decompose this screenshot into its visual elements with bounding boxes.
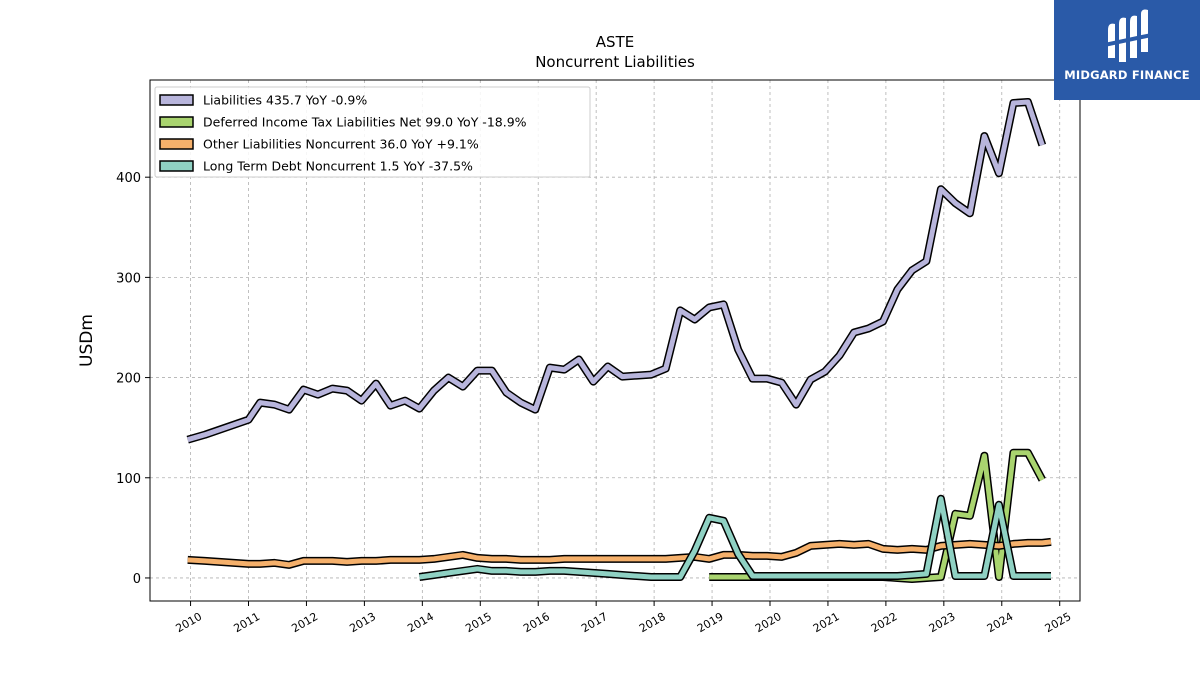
x-tick-label: 2025 [1043, 610, 1074, 635]
series-line-2 [187, 539, 1052, 568]
legend-swatch-2 [159, 138, 194, 150]
y-tick-label: 0 [133, 572, 141, 587]
series-line-1 [709, 450, 1045, 582]
series-line-3 [419, 496, 1051, 580]
legend: Liabilities 435.7 YoY -0.9% Deferred Inco… [154, 86, 591, 178]
y-tick-label: 400 [116, 171, 141, 186]
midgard-logo-icon [1106, 9, 1150, 63]
x-tick-label: 2011 [231, 610, 262, 635]
legend-box [154, 86, 591, 178]
series-layer [186, 98, 1052, 583]
x-tick-label: 2019 [695, 610, 726, 635]
legend-swatch-1 [159, 116, 194, 128]
x-tick-label: 2017 [579, 610, 610, 635]
y-tick-label: 200 [116, 372, 141, 387]
x-tick-label: 2023 [927, 610, 958, 635]
chart-title: ASTE [596, 33, 634, 51]
brand-logo: MIDGARD FINANCE [1054, 0, 1200, 100]
chart-subtitle: Noncurrent Liabilities [535, 53, 695, 71]
legend-entry-3: Long Term Debt Noncurrent 1.5 YoY -37.5% [203, 159, 473, 174]
x-tick-label: 2018 [637, 610, 668, 635]
x-tick-label: 2022 [869, 610, 900, 635]
brand-name: MIDGARD FINANCE [1064, 68, 1190, 82]
legend-entry-0: Liabilities 435.7 YoY -0.9% [203, 93, 367, 108]
plot-frame [149, 79, 1081, 602]
legend-swatch-3 [159, 160, 194, 172]
x-tick-label: 2010 [174, 610, 205, 635]
x-tick-label: 2016 [521, 610, 552, 635]
x-tick-label: 2021 [811, 610, 842, 635]
series-line-0 [187, 99, 1045, 443]
x-tick-label: 2013 [347, 610, 378, 635]
x-tick-label: 2015 [463, 610, 494, 635]
y-axis-label: USDm [77, 314, 97, 367]
legend-entry-2: Other Liabilities Noncurrent 36.0 YoY +9… [203, 137, 479, 152]
y-tick-label: 300 [116, 271, 141, 286]
x-tick-label: 2020 [753, 610, 784, 635]
x-tick-label: 2014 [405, 610, 436, 635]
legend-entry-1: Deferred Income Tax Liabilities Net 99.0… [203, 115, 527, 130]
legend-swatch-0 [159, 94, 194, 106]
x-tick-label: 2024 [985, 610, 1016, 635]
y-tick-label: 100 [116, 472, 141, 487]
x-tick-label: 2012 [289, 610, 320, 635]
